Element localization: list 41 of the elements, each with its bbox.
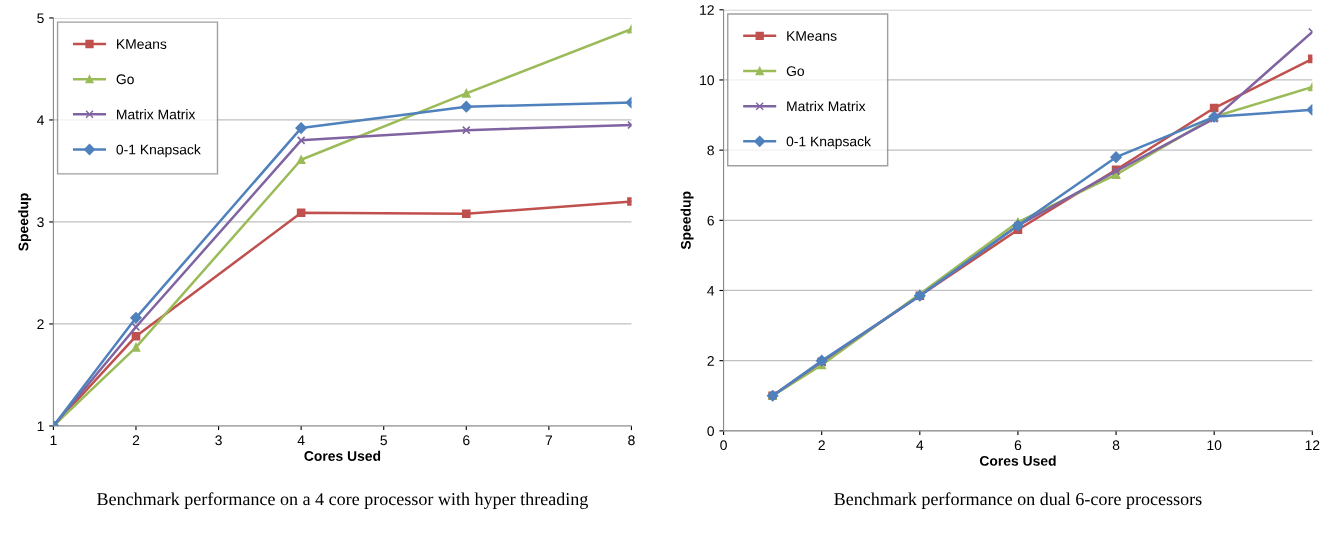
- legend-label: 0-1 Knapsack: [786, 136, 872, 150]
- x-tick-label: 7: [545, 435, 553, 446]
- x-tick-label: 5: [380, 435, 387, 446]
- legend-label: 0-1 Knapsack: [116, 144, 201, 158]
- x-axis-title: Cores Used: [304, 450, 381, 461]
- y-tick-label: 2: [707, 356, 714, 366]
- legend-label: Go: [786, 66, 805, 76]
- x-tick-label: 3: [215, 435, 222, 446]
- legend-label: KMeans: [117, 39, 167, 49]
- text: Benchmark performance on dual 6-core processors: [834, 492, 1202, 509]
- y-tick-label: 0: [707, 426, 714, 437]
- y-tick-label: 6: [707, 215, 714, 226]
- y-tick-label: 8: [707, 145, 714, 156]
- y-tick-label: 3: [37, 217, 44, 228]
- y-tick-label: 1: [37, 421, 44, 431]
- x-tick-label: 6: [1014, 440, 1022, 451]
- x-tick-label: 6: [463, 435, 470, 446]
- y-tick-label: 10: [700, 75, 714, 86]
- x-tick-label: 4: [916, 440, 924, 450]
- x-tick-label: 1: [50, 435, 57, 446]
- y-tick-label: 5: [37, 13, 44, 24]
- legend-label: Matrix Matrix: [117, 109, 196, 120]
- y-tick-label: 4: [36, 115, 44, 125]
- x-tick-label: 2: [818, 440, 825, 450]
- x-tick-label: 8: [628, 435, 635, 446]
- x-tick-label: 10: [1207, 440, 1222, 451]
- x-axis-title: Cores Used: [979, 455, 1056, 466]
- y-tick-label: 12: [700, 5, 714, 15]
- x-tick-label: 4: [297, 435, 305, 446]
- y-axis-title: Speedup: [680, 191, 694, 250]
- x-tick-label: 8: [1112, 440, 1120, 451]
- x-tick-label: 12: [1305, 440, 1320, 450]
- text: Benchmark performance on a 4 core processor with hyper threading: [97, 492, 588, 509]
- y-tick-label: 2: [37, 319, 44, 329]
- x-tick-label: 0: [720, 440, 727, 451]
- legend-label: KMeans: [787, 31, 837, 41]
- x-tick-label: 2: [132, 435, 140, 446]
- legend-label: Matrix Matrix: [787, 100, 866, 112]
- legend-label: Go: [116, 74, 134, 85]
- y-tick-label: 4: [707, 285, 715, 296]
- y-axis-title: Speedup: [18, 193, 32, 251]
